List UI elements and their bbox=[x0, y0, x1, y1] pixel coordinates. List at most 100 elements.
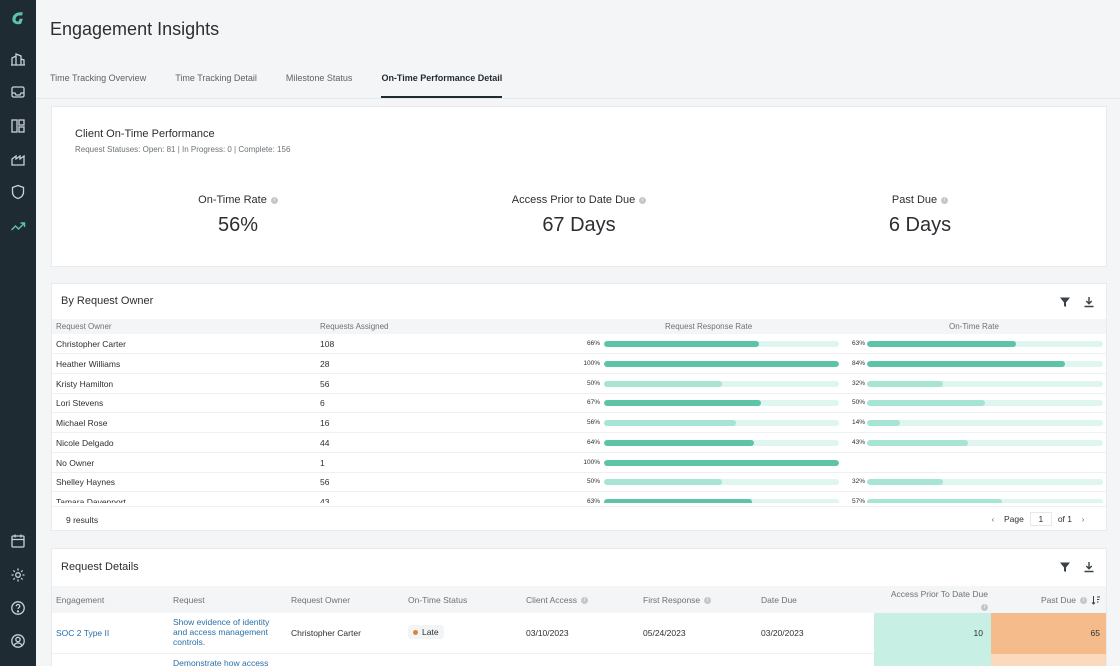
response-rate-bar-fill bbox=[604, 499, 753, 503]
page-input[interactable]: 1 bbox=[1029, 512, 1052, 526]
info-icon[interactable]: i bbox=[704, 596, 712, 604]
col-engagement[interactable]: Engagement bbox=[56, 595, 104, 605]
help-icon[interactable] bbox=[9, 599, 27, 617]
on-time-rate-bar bbox=[867, 420, 1103, 426]
client-access-date: 03/10/2023 bbox=[526, 628, 569, 638]
requests-assigned: 56 bbox=[320, 477, 330, 488]
percent-label: 66% bbox=[586, 340, 600, 347]
info-icon[interactable]: i bbox=[581, 596, 589, 604]
requests-assigned: 108 bbox=[320, 339, 335, 349]
inbox-icon[interactable] bbox=[9, 83, 27, 101]
request-link[interactable]: Demonstrate how access bbox=[173, 658, 269, 666]
info-icon[interactable]: i bbox=[270, 196, 278, 204]
col-past-due[interactable]: Past Due i bbox=[1041, 595, 1101, 605]
kpi-on-time-rate: On-Time Rate i 56% bbox=[138, 190, 338, 237]
table-row[interactable]: Demonstrate how access bbox=[52, 654, 1106, 666]
percent-label: 63% bbox=[851, 340, 865, 347]
response-rate-bar-fill bbox=[604, 439, 755, 446]
requests-assigned: 43 bbox=[320, 497, 330, 503]
past-due-value bbox=[991, 654, 1106, 666]
owner-name: Heather Williams bbox=[56, 358, 121, 369]
percent-label: 57% bbox=[851, 498, 865, 503]
request-link[interactable]: Show evidence of identity and access man… bbox=[173, 617, 270, 647]
info-icon[interactable]: i bbox=[941, 196, 949, 204]
download-icon[interactable] bbox=[1082, 560, 1096, 574]
col-first-response[interactable]: First Response i bbox=[643, 595, 712, 605]
engagement-link[interactable]: SOC 2 Type II bbox=[56, 628, 110, 638]
col-requests-assigned[interactable]: Requests Assigned bbox=[320, 322, 389, 331]
tab-time-tracking-detail[interactable]: Time Tracking Detail bbox=[175, 73, 257, 83]
tab-milestone-status[interactable]: Milestone Status bbox=[285, 73, 353, 83]
col-label: Access Prior To Date Due bbox=[890, 589, 988, 599]
table-row[interactable]: No Owner 1 100% bbox=[52, 453, 1106, 473]
table-row[interactable]: Lori Stevens 6 67% 50% bbox=[52, 393, 1106, 414]
calendar-icon[interactable] bbox=[9, 532, 27, 550]
percent-label: 50% bbox=[851, 399, 865, 407]
logo-icon[interactable] bbox=[9, 9, 27, 27]
table-row[interactable]: Heather Williams 28 100% 84% bbox=[52, 354, 1106, 374]
owner-name: Kristy Hamilton bbox=[56, 378, 114, 389]
info-icon[interactable]: i bbox=[639, 196, 647, 204]
factory-icon[interactable] bbox=[9, 150, 27, 168]
table-row[interactable]: Michael Rose 16 56% 14% bbox=[52, 413, 1106, 433]
percent-label: 50% bbox=[586, 478, 600, 486]
col-label: Client Access bbox=[526, 595, 578, 605]
info-icon[interactable]: i bbox=[1079, 596, 1087, 604]
col-client-access[interactable]: Client Access i bbox=[526, 595, 589, 605]
table-row[interactable]: SOC 2 Type II Show evidence of identity … bbox=[52, 613, 1106, 654]
table-row[interactable]: Kristy Hamilton 56 50% 32% bbox=[52, 374, 1106, 394]
response-rate-bar-fill bbox=[604, 380, 722, 387]
col-response-rate[interactable]: Request Response Rate bbox=[665, 322, 753, 331]
details-title: Request Details bbox=[61, 561, 139, 573]
results-count: 9 results bbox=[66, 515, 99, 525]
download-icon[interactable] bbox=[1082, 295, 1096, 309]
tab-on-time-performance-detail[interactable]: On-Time Performance Detail bbox=[381, 62, 502, 98]
table-row[interactable]: Nicole Delgado 44 64% 43% bbox=[52, 433, 1106, 453]
response-rate-bar bbox=[604, 400, 839, 407]
percent-label: 84% bbox=[851, 359, 865, 367]
access-prior-value bbox=[874, 654, 991, 666]
on-time-rate-bar-fill bbox=[867, 360, 1066, 367]
requests-assigned: 28 bbox=[320, 358, 330, 369]
response-rate-bar bbox=[604, 459, 839, 466]
percent-label: 32% bbox=[851, 478, 865, 486]
info-icon[interactable]: i bbox=[981, 604, 988, 611]
details-table-header: Engagement Request Request Owner On-Time… bbox=[52, 586, 1106, 613]
sort-icon[interactable] bbox=[1091, 595, 1101, 605]
chevron-right-icon[interactable]: › bbox=[1081, 514, 1085, 524]
on-time-rate-bar bbox=[867, 360, 1103, 367]
col-request[interactable]: Request bbox=[173, 595, 205, 605]
page-of: of 1 bbox=[1057, 514, 1072, 524]
col-label: Past Due bbox=[1041, 595, 1076, 605]
filter-icon[interactable] bbox=[1058, 560, 1072, 574]
shield-icon[interactable] bbox=[9, 183, 27, 201]
gear-icon[interactable] bbox=[9, 566, 27, 584]
table-row[interactable]: Shelley Haynes 56 50% 32% bbox=[52, 472, 1106, 493]
col-on-time-status[interactable]: On-Time Status bbox=[408, 595, 467, 605]
col-request-owner[interactable]: Request Owner bbox=[56, 322, 112, 331]
requests-assigned: 16 bbox=[320, 418, 330, 428]
buildings-icon[interactable] bbox=[9, 50, 27, 68]
on-time-rate-bar bbox=[867, 439, 1103, 446]
table-row[interactable]: Christopher Carter 108 66% 63% bbox=[52, 334, 1106, 354]
response-rate-bar-fill bbox=[604, 420, 736, 426]
page-label: Page bbox=[1003, 514, 1024, 524]
table-row[interactable]: Tamara Davenport 43 63% 57% bbox=[52, 492, 1106, 503]
col-request-owner[interactable]: Request Owner bbox=[291, 595, 350, 605]
on-time-rate-bar-fill bbox=[867, 499, 1002, 503]
summary-card: Client On-Time Performance Request Statu… bbox=[51, 106, 1107, 267]
chevron-left-icon[interactable]: ‹ bbox=[991, 514, 995, 524]
percent-label: 64% bbox=[586, 438, 600, 446]
percent-label: 100% bbox=[583, 359, 600, 367]
tab-time-tracking-overview[interactable]: Time Tracking Overview bbox=[50, 73, 147, 83]
filter-icon[interactable] bbox=[1058, 295, 1072, 309]
on-time-rate-bar-fill bbox=[867, 439, 969, 446]
owner-name: Shelley Haynes bbox=[56, 477, 116, 488]
col-date-due[interactable]: Date Due bbox=[761, 595, 797, 605]
user-circle-icon[interactable] bbox=[9, 632, 27, 650]
col-label: Request Owner bbox=[291, 595, 351, 605]
layout-icon[interactable] bbox=[9, 117, 27, 135]
col-access-prior[interactable]: Access Prior To Date Due i bbox=[882, 589, 988, 611]
trend-icon[interactable] bbox=[0, 209, 36, 243]
col-on-time-rate[interactable]: On-Time Rate bbox=[949, 322, 999, 331]
